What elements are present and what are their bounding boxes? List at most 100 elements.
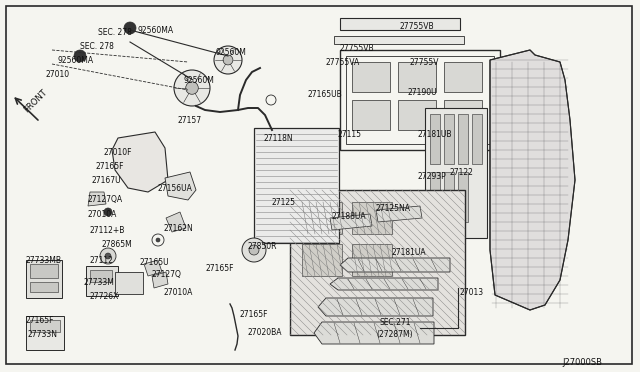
Polygon shape [144, 260, 162, 276]
Polygon shape [314, 322, 434, 344]
Bar [26, 260, 62, 298]
Bar [444, 172, 454, 222]
Bar [86, 266, 118, 296]
Circle shape [433, 258, 441, 266]
Circle shape [223, 55, 233, 65]
Text: 27010A: 27010A [163, 288, 193, 297]
Text: 27165F: 27165F [240, 310, 269, 319]
Text: 27115: 27115 [338, 130, 362, 139]
Bar [90, 270, 112, 282]
Bar [472, 114, 482, 164]
Bar [115, 272, 143, 294]
Text: 27733N: 27733N [28, 330, 58, 339]
Circle shape [74, 50, 86, 62]
Bar [30, 264, 58, 278]
Polygon shape [490, 50, 575, 310]
Text: 27755V: 27755V [410, 58, 440, 67]
Circle shape [100, 248, 116, 264]
Bar [302, 202, 342, 234]
Text: 27755VB: 27755VB [400, 22, 435, 31]
Text: 27165F: 27165F [95, 162, 124, 171]
Polygon shape [166, 212, 186, 232]
Text: 27125NA: 27125NA [376, 204, 411, 213]
Circle shape [249, 245, 259, 255]
Bar [458, 172, 468, 222]
Bar [290, 190, 465, 335]
Circle shape [105, 253, 111, 259]
Text: 92560M: 92560M [216, 48, 247, 57]
Text: 27157: 27157 [178, 116, 202, 125]
Bar [430, 244, 448, 254]
Circle shape [124, 22, 136, 34]
Bar [430, 114, 440, 164]
Bar [430, 172, 440, 222]
Bar [398, 62, 436, 92]
Bar [340, 18, 460, 30]
Text: 27165UB: 27165UB [308, 90, 343, 99]
Bar [352, 100, 390, 130]
Text: 27726X: 27726X [90, 292, 120, 301]
Text: 27118N: 27118N [263, 134, 292, 143]
Bar [458, 114, 468, 164]
Circle shape [174, 70, 210, 106]
Text: J27000SB: J27000SB [562, 358, 602, 367]
Bar [425, 108, 487, 238]
Text: 27165U: 27165U [140, 258, 170, 267]
Text: 92560MA: 92560MA [138, 26, 174, 35]
Bar [352, 62, 390, 92]
Polygon shape [318, 298, 433, 316]
Text: 27181UB: 27181UB [418, 130, 452, 139]
Text: 27013: 27013 [460, 288, 484, 297]
Bar [254, 128, 339, 243]
Circle shape [104, 208, 112, 216]
Text: 27112+B: 27112+B [90, 226, 125, 235]
Text: 27167U: 27167U [92, 176, 122, 185]
Text: 27156UA: 27156UA [158, 184, 193, 193]
Polygon shape [330, 214, 372, 230]
Circle shape [242, 238, 266, 262]
Polygon shape [152, 272, 168, 288]
Bar [30, 320, 60, 332]
Text: 92560M: 92560M [183, 76, 214, 85]
Text: 27181UA: 27181UA [392, 248, 427, 257]
Text: 27020BA: 27020BA [248, 328, 282, 337]
Text: 27162N: 27162N [163, 224, 193, 233]
Text: 27188UA: 27188UA [332, 212, 367, 221]
Text: 27865M: 27865M [102, 240, 132, 249]
Circle shape [214, 46, 242, 74]
Text: 27190U: 27190U [408, 88, 438, 97]
Text: 27010F: 27010F [104, 148, 132, 157]
Text: 27165F: 27165F [205, 264, 234, 273]
Text: 92560MA: 92560MA [58, 56, 94, 65]
Bar [444, 100, 482, 130]
Polygon shape [330, 278, 438, 290]
Text: 27010A: 27010A [87, 210, 116, 219]
Circle shape [156, 238, 160, 242]
Text: (27287M): (27287M) [376, 330, 413, 339]
Bar [398, 100, 436, 130]
Polygon shape [376, 206, 422, 222]
Text: SEC.271: SEC.271 [380, 318, 412, 327]
Polygon shape [340, 258, 450, 272]
Bar [334, 36, 464, 44]
Text: 27293P: 27293P [418, 172, 447, 181]
Text: 27112: 27112 [90, 256, 114, 265]
Text: 27755VB: 27755VB [340, 44, 374, 53]
Text: SEC. 278: SEC. 278 [80, 42, 114, 51]
Bar [352, 244, 392, 276]
Text: 27127Q: 27127Q [152, 270, 182, 279]
Bar [30, 282, 58, 292]
Text: 27850R: 27850R [248, 242, 278, 251]
Polygon shape [112, 132, 168, 192]
Polygon shape [165, 172, 196, 200]
Bar [26, 316, 64, 350]
Polygon shape [88, 192, 106, 206]
Text: 27733M: 27733M [84, 278, 115, 287]
Text: 27010: 27010 [46, 70, 70, 79]
Text: FRONT: FRONT [22, 88, 49, 114]
Text: 27127QA: 27127QA [87, 195, 122, 204]
Text: SEC. 278: SEC. 278 [98, 28, 132, 37]
Bar [444, 62, 482, 92]
Text: 27755VA: 27755VA [326, 58, 360, 67]
Text: 27165F: 27165F [26, 316, 54, 325]
